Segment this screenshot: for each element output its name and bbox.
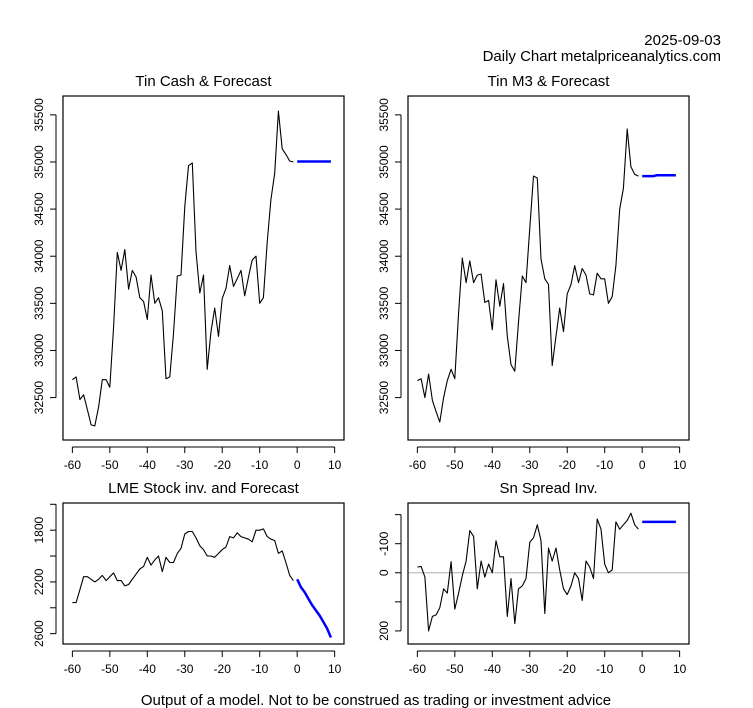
panel-title: Tin Cash & Forecast	[135, 73, 272, 90]
y-tick-label: 2600	[32, 620, 46, 647]
x-tick-label: -20	[559, 458, 577, 472]
x-tick-label: -20	[214, 458, 232, 472]
x-tick-label: -20	[214, 662, 232, 676]
x-tick-label: -60	[64, 458, 82, 472]
x-tick-label: -30	[521, 662, 539, 676]
x-tick-label: -50	[446, 458, 464, 472]
y-tick-label: 35000	[32, 145, 46, 179]
plot-frame	[407, 502, 690, 645]
x-tick-label: -10	[251, 458, 269, 472]
y-tick-label: 34500	[377, 192, 391, 226]
plot-frame	[62, 502, 345, 645]
series-line-history	[417, 128, 639, 423]
x-tick-label: 10	[328, 662, 342, 676]
y-tick-label: 33500	[377, 286, 391, 320]
x-tick-label: -40	[484, 662, 502, 676]
series-line-history	[72, 528, 294, 604]
y-tick-label: 33000	[377, 333, 391, 367]
y-tick-label: 35500	[32, 98, 46, 132]
x-tick-label: -60	[409, 458, 427, 472]
x-tick-label: 10	[673, 458, 687, 472]
x-tick-label: -20	[559, 662, 577, 676]
y-tick-label: 2200	[32, 568, 46, 595]
disclaimer-footer: Output of a model. Not to be construed a…	[141, 692, 611, 708]
panel-title: LME Stock inv. and Forecast	[108, 480, 299, 497]
y-tick-label: 33500	[32, 286, 46, 320]
x-tick-label: -10	[596, 458, 614, 472]
y-tick-label: 33000	[32, 333, 46, 367]
panel-tin-m3: Tin M3 & Forecast -60 -50 -40 -30 -20 -10 0 10 32…	[377, 73, 690, 472]
x-tick-label: -50	[101, 662, 119, 676]
x-tick-label: 0	[294, 458, 301, 472]
series-line-history	[417, 512, 639, 632]
y-tick-label: 34000	[32, 239, 46, 273]
chart-date: 2025-09-03	[644, 32, 721, 49]
y-tick-label: 1800	[32, 516, 46, 543]
series-line-history	[72, 110, 294, 427]
x-tick-label: 0	[639, 458, 646, 472]
x-tick-label: -40	[139, 458, 157, 472]
x-tick-label: 0	[294, 662, 301, 676]
x-tick-label: -30	[176, 662, 194, 676]
y-tick-label: 35000	[377, 145, 391, 179]
y-tick-label: 32500	[32, 381, 46, 415]
x-tick-label: -60	[64, 662, 82, 676]
x-tick-label: -10	[251, 662, 269, 676]
chart-subtitle: Daily Chart metalpriceanalytics.com	[483, 48, 721, 65]
panel-tin-cash: Tin Cash & Forecast -60 -50 -40 -30 -20 -10 0 10…	[32, 73, 345, 472]
panel-sn-spread: Sn Spread Inv.-60 -50 -40 -30 -20 -10 0 10-1000…	[377, 480, 690, 676]
series-line-forecast	[642, 173, 676, 178]
series-line-forecast	[296, 578, 333, 638]
panel-title: Sn Spread Inv.	[499, 480, 597, 497]
x-tick-label: 10	[328, 458, 342, 472]
x-tick-label: 10	[673, 662, 687, 676]
plot-frame	[407, 95, 690, 441]
y-tick-label: 34000	[377, 239, 391, 273]
y-tick-label: 0	[377, 569, 391, 576]
y-tick-label: -100	[377, 531, 391, 555]
panel-lme-stock: LME Stock inv. and Forecast -60 -50 -40 -30 -…	[32, 480, 345, 676]
x-tick-label: -50	[446, 662, 464, 676]
x-tick-label: -30	[176, 458, 194, 472]
y-tick-label: 200	[377, 621, 391, 641]
x-tick-label: -40	[139, 662, 157, 676]
x-tick-label: -30	[521, 458, 539, 472]
y-tick-label: 34500	[32, 192, 46, 226]
x-tick-label: 0	[639, 662, 646, 676]
plot-frame	[62, 95, 345, 441]
x-tick-label: -40	[484, 458, 502, 472]
x-tick-label: -60	[409, 662, 427, 676]
y-tick-label: 35500	[377, 98, 391, 132]
x-tick-label: -50	[101, 458, 119, 472]
y-tick-label: 32500	[377, 381, 391, 415]
panel-title: Tin M3 & Forecast	[488, 73, 611, 90]
x-tick-label: -10	[596, 662, 614, 676]
